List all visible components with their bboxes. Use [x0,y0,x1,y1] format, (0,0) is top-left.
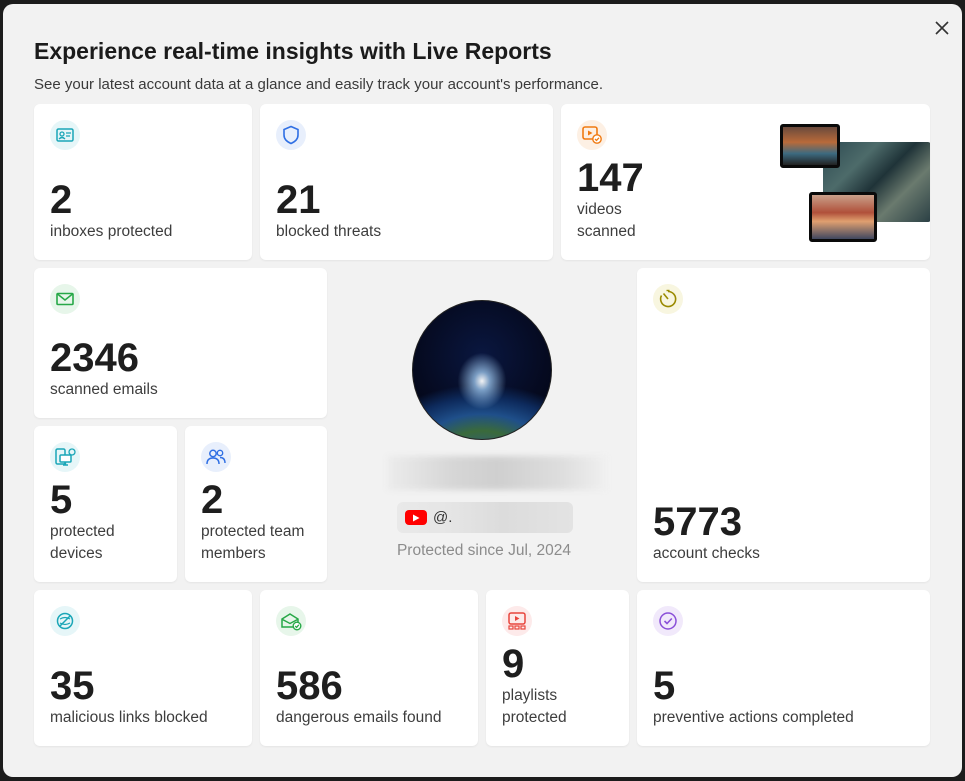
modal-subtitle: See your latest account data at a glance… [34,76,604,93]
links-value: 35 [50,664,95,708]
playlists-label-line2: protected [502,709,567,726]
videos-value: 147 [577,156,644,200]
card-scanned-emails: 2346 scanned emails [34,268,327,418]
devices-label-line1: protected [50,523,115,540]
threats-value: 21 [276,178,321,222]
emails-value: 2346 [50,336,139,380]
devices-value: 5 [50,478,73,522]
card-dangerous-emails: 586 dangerous emails found [260,590,478,746]
protected-since: Protected since Jul, 2024 [396,542,572,559]
inboxes-label: inboxes protected [50,223,173,240]
channel-handle: @. [397,502,573,533]
preventive-label: preventive actions completed [653,709,854,726]
checks-value: 5773 [653,500,742,544]
card-blocked-threats: 21 blocked threats [260,104,553,260]
team-value: 2 [201,478,224,522]
check-circle-icon [653,606,683,636]
users-icon [201,442,231,472]
close-icon [935,21,949,35]
videos-label-line1: videos [577,201,622,218]
threats-label: blocked threats [276,223,382,240]
team-label-line2: members [201,545,266,562]
mail-check-icon [276,606,306,636]
inbox-icon [50,120,80,150]
card-account-checks: 5773 account checks [637,268,930,582]
checks-label: account checks [653,545,760,562]
video-check-icon [577,120,607,150]
playlists-label-line1: playlists [502,687,558,704]
avatar [412,300,552,440]
playlists-value: 9 [502,642,525,686]
devices-icon [50,442,80,472]
shield-icon [276,120,306,150]
card-preventive-actions: 5 preventive actions completed [637,590,930,746]
youtube-icon [405,510,427,525]
timer-icon [653,284,683,314]
channel-handle-text: @. [433,509,453,526]
card-malicious-links: 35 malicious links blocked [34,590,252,746]
emails-label: scanned emails [50,381,158,398]
video-thumbnail-small-top [780,124,840,168]
card-protected-devices: 5 protected devices [34,426,177,582]
live-reports-modal: Experience real-time insights with Live … [3,4,962,777]
profile-name-redacted [387,456,607,490]
inboxes-value: 2 [50,178,73,222]
envelope-icon [50,284,80,314]
dangerous-label: dangerous emails found [276,709,442,726]
card-inboxes-protected: 2 inboxes protected [34,104,252,260]
team-label-line1: protected team [201,523,305,540]
card-protected-team-members: 2 protected team members [185,426,327,582]
card-playlists-protected: 9 playlists protected [486,590,629,746]
videos-label-line2: scanned [577,223,636,240]
card-videos-scanned: 147 videos scanned [561,104,930,260]
playlist-icon [502,606,532,636]
links-label: malicious links blocked [50,709,208,726]
modal-title: Experience real-time insights with Live … [34,38,552,64]
preventive-value: 5 [653,664,676,708]
close-button[interactable] [932,18,952,38]
devices-label-line2: devices [50,545,103,562]
blocked-link-icon [50,606,80,636]
profile-panel: @. Protected since Jul, 2024 [329,268,639,586]
video-thumbnail-small-bottom [809,192,877,242]
dangerous-value: 586 [276,664,343,708]
